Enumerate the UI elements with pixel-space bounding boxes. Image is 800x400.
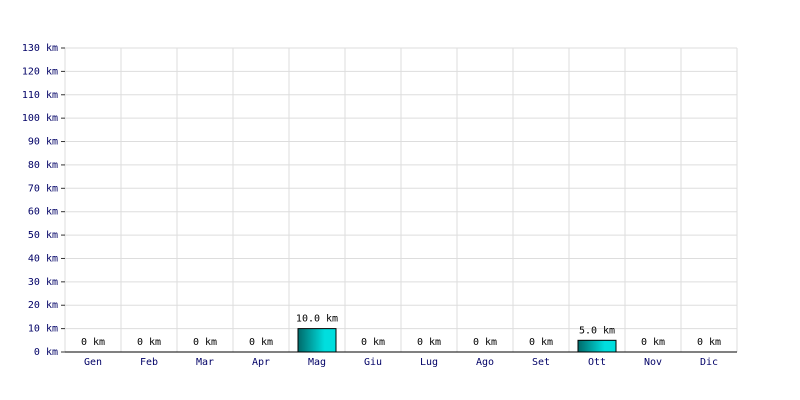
value-label: 0 km [249,337,273,348]
value-label: 0 km [473,337,497,348]
y-tick-label: 110 km [22,90,58,101]
value-label: 0 km [193,337,217,348]
value-label: 0 km [417,337,441,348]
x-tick-label: Giu [364,357,382,368]
x-tick-label: Apr [252,357,270,368]
value-label: 0 km [529,337,553,348]
value-label: 0 km [361,337,385,348]
x-tick-label: Lug [420,357,438,368]
y-tick-label: 40 km [28,253,58,264]
y-tick-label: 120 km [22,66,58,77]
bar [297,328,337,353]
x-tick-label: Feb [140,357,158,368]
y-tick-label: 60 km [28,207,58,218]
value-label: 0 km [641,337,665,348]
y-tick-label: 70 km [28,183,58,194]
x-tick-label: Mar [196,357,214,368]
y-tick-label: 30 km [28,277,58,288]
x-tick-label: Gen [84,357,102,368]
value-label: 0 km [137,337,161,348]
value-label: 5.0 km [579,325,615,336]
x-tick-label: Set [532,357,550,368]
y-tick-label: 100 km [22,113,58,124]
y-tick-label: 90 km [28,137,58,148]
y-tick-label: 80 km [28,160,58,171]
x-tick-label: Ott [588,357,606,368]
x-tick-label: Mag [308,357,326,368]
y-tick-label: 130 km [22,43,58,54]
value-label: 0 km [697,337,721,348]
x-tick-label: Ago [476,357,494,368]
x-tick-label: Nov [644,357,662,368]
value-label: 10.0 km [296,314,338,325]
bar [577,339,617,353]
y-tick-label: 20 km [28,300,58,311]
y-tick-label: 0 km [34,347,58,358]
y-tick-label: 10 km [28,324,58,335]
y-tick-label: 50 km [28,230,58,241]
x-tick-label: Dic [700,357,718,368]
value-label: 0 km [81,337,105,348]
